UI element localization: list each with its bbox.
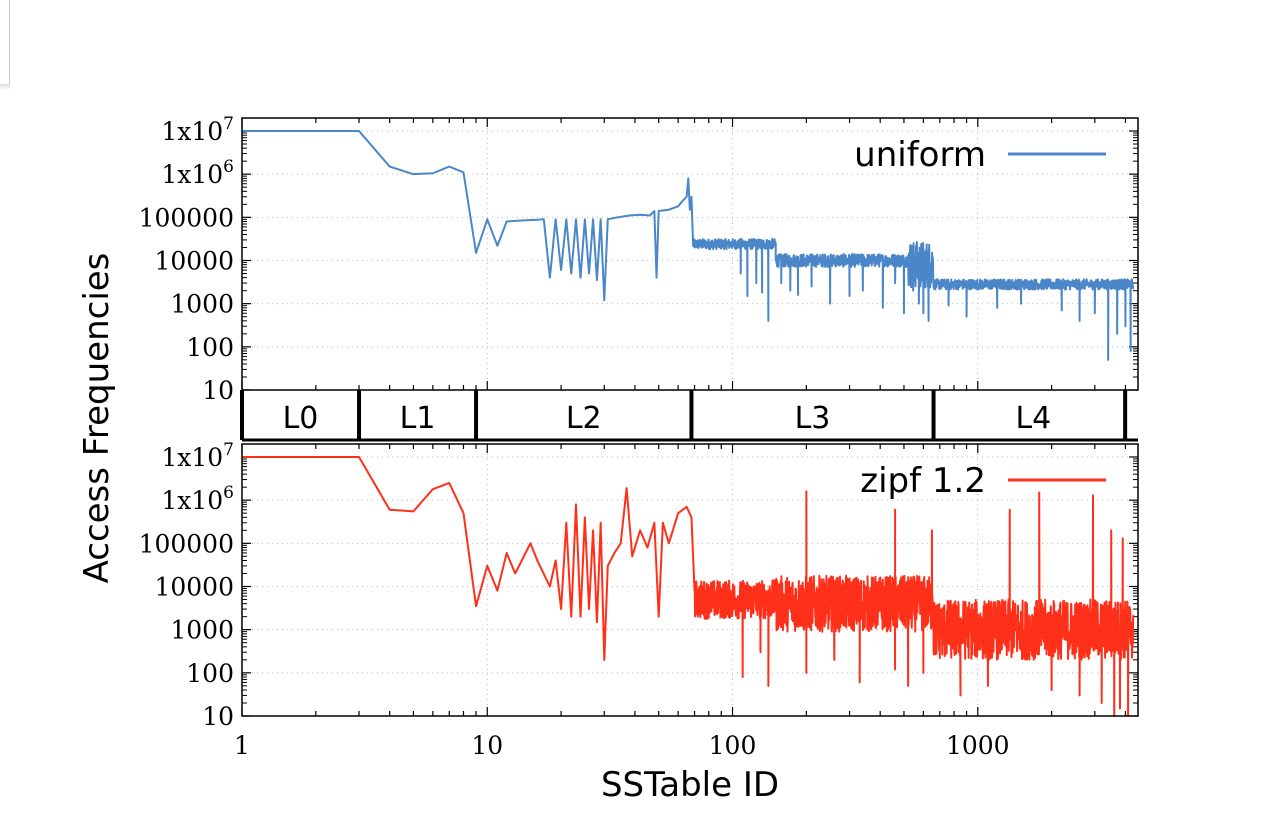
panel-frame xyxy=(241,117,1139,391)
y-tick-label: 100 xyxy=(186,333,234,362)
zipf-panel: 10 100 1000 10000 100000 1x106 1x107 zipf 1.2 xyxy=(139,440,1139,731)
legend-label: zipf 1.2 xyxy=(860,461,986,501)
level-label-l1: L1 xyxy=(400,401,436,436)
x-tick-label: 100 xyxy=(709,731,757,760)
legend-label: uniform xyxy=(854,135,986,175)
y-tick-label: 100 xyxy=(186,659,234,688)
y-tick-label: 1x107 xyxy=(161,114,234,146)
y-tick-label: 10 xyxy=(202,702,234,731)
level-label-l2: L2 xyxy=(566,401,602,436)
series-line-zipf xyxy=(242,455,1135,717)
y-tick-label: 1x106 xyxy=(161,483,234,515)
y-tick-label: 1000 xyxy=(170,290,234,319)
level-label-l3: L3 xyxy=(795,401,831,436)
x-tick-label: 10 xyxy=(471,731,503,760)
y-tick-label: 10 xyxy=(202,376,234,405)
y-tick-label: 10000 xyxy=(154,246,234,275)
series-line-uniform xyxy=(242,129,1135,361)
window-frame-shadow xyxy=(0,84,10,90)
uniform-panel: 10 100 1000 10000 100000 1x106 1x107 uniform xyxy=(139,114,1139,405)
x-tick-label: 1 xyxy=(234,731,250,760)
level-label-l4: L4 xyxy=(1015,401,1051,436)
y-tick-label: 1x106 xyxy=(161,157,234,189)
y-tick-label: 100000 xyxy=(139,529,234,558)
level-band: L0 L1 L2 L3 L4 xyxy=(240,390,1138,442)
y-axis-title: Access Frequencies xyxy=(77,253,117,584)
y-tick-label: 100000 xyxy=(139,203,234,232)
y-tick-label: 10000 xyxy=(154,572,234,601)
x-axis-title: SSTable ID xyxy=(601,765,779,805)
y-tick-label: 1000 xyxy=(170,616,234,645)
panel-frame xyxy=(241,443,1139,717)
x-tick-label: 1000 xyxy=(946,731,1010,760)
level-label-l0: L0 xyxy=(283,401,319,436)
x-axis: 1 10 100 1000 xyxy=(234,731,1010,760)
y-tick-label: 1x107 xyxy=(161,440,234,472)
